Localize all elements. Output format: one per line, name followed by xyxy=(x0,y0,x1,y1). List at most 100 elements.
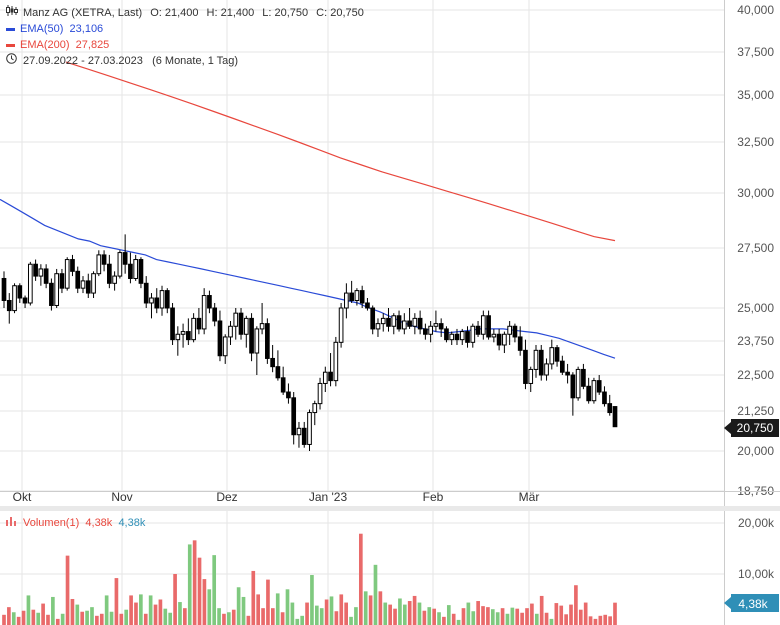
volume-bar xyxy=(393,608,397,625)
candle xyxy=(275,350,281,381)
candle xyxy=(423,323,428,340)
candle-body-down xyxy=(196,317,202,330)
volume-bar xyxy=(530,603,534,625)
candle xyxy=(470,323,476,348)
candle-body-down xyxy=(275,366,281,379)
volume-bar xyxy=(158,599,163,625)
volume-bar xyxy=(608,616,612,625)
candle xyxy=(375,318,381,337)
volume-bar xyxy=(266,579,270,625)
candle xyxy=(428,320,433,343)
open-value: 21,400 xyxy=(164,7,199,19)
ema200-line xyxy=(65,61,616,242)
candle xyxy=(570,372,576,416)
candle-body-up xyxy=(480,315,486,335)
time-tick-label: Jan '23 xyxy=(309,490,348,504)
candle xyxy=(591,377,597,404)
candle-body-down xyxy=(417,317,423,330)
candle-body-down xyxy=(59,273,65,289)
candle xyxy=(143,276,149,308)
candlestick-series xyxy=(1,234,618,451)
candle-body-down xyxy=(512,325,518,338)
volume-bars-icon xyxy=(6,515,18,531)
legend-ema200-row[interactable]: EMA(200) 27,825 xyxy=(6,37,364,53)
ema50-swatch xyxy=(6,27,15,31)
volume-bar xyxy=(363,591,368,625)
legend-range-row[interactable]: 27.09.2022 - 27.03.2023 (6 Monate, 1 Tag… xyxy=(6,53,364,69)
volume-bar xyxy=(95,615,99,625)
volume-bar xyxy=(534,613,539,625)
candle-body-up xyxy=(112,275,117,284)
instrument-title: Manz AG (XETRA, Last) xyxy=(23,7,143,19)
ema50-line xyxy=(0,198,616,359)
candle xyxy=(17,283,23,303)
pane-divider[interactable] xyxy=(0,506,780,511)
candle xyxy=(454,328,460,345)
candle-body-down xyxy=(49,282,54,306)
candle-body-up xyxy=(354,290,360,301)
candle-body-down xyxy=(586,385,592,402)
candle-body-down xyxy=(186,331,191,341)
volume-bar xyxy=(539,595,544,625)
candle-body-down xyxy=(170,307,175,341)
candle xyxy=(512,323,518,343)
volume-bar xyxy=(163,608,168,625)
volume-bar xyxy=(124,609,129,625)
candle-body-up xyxy=(191,317,196,341)
volume-bar xyxy=(373,564,378,625)
volume-bar xyxy=(437,612,441,625)
time-tick-label: Nov xyxy=(111,490,132,504)
volume-bar xyxy=(334,611,339,625)
candle-body-down xyxy=(554,347,560,362)
candle-body-up xyxy=(449,333,455,341)
candle-body-up xyxy=(159,290,165,309)
candle-body-down xyxy=(85,280,91,294)
candle xyxy=(228,320,233,345)
candle xyxy=(581,363,586,390)
candle-body-down xyxy=(75,270,81,289)
candle xyxy=(307,409,312,451)
candle-body-up xyxy=(433,323,439,327)
candle-body-down xyxy=(17,285,23,299)
volume-bar xyxy=(505,613,510,625)
last-price-tag-arrow xyxy=(724,422,731,434)
candle xyxy=(296,421,302,448)
volume-bar xyxy=(349,616,353,625)
volume-bar xyxy=(173,574,177,625)
candle-body-up xyxy=(222,336,228,357)
volume-bar xyxy=(2,614,6,625)
candle xyxy=(396,310,402,332)
value-tags: 20,750 4,38k xyxy=(724,419,779,612)
candle xyxy=(249,313,254,362)
candle-body-up xyxy=(243,317,249,335)
candle xyxy=(154,288,160,314)
volume-bar xyxy=(305,602,309,625)
candle xyxy=(243,315,249,348)
last-volume-tag-bg xyxy=(731,594,779,612)
candle xyxy=(38,264,44,286)
grid-lines xyxy=(0,0,724,625)
candle-body-up xyxy=(64,259,70,289)
candle xyxy=(164,288,170,314)
candle-body-down xyxy=(396,315,402,330)
volume-bar xyxy=(129,595,133,625)
last-volume-tag: 4,38k xyxy=(738,597,768,611)
ema200-swatch xyxy=(6,43,15,47)
volume-bar xyxy=(231,609,236,625)
volume-bar xyxy=(417,602,422,625)
candle-body-down xyxy=(538,349,544,376)
volume-bar xyxy=(168,612,173,625)
candle-body-up xyxy=(117,252,123,277)
volume-bar xyxy=(285,589,290,625)
candle xyxy=(486,310,491,340)
candle-body-up xyxy=(91,273,96,294)
candle-body-down xyxy=(249,317,254,354)
volume-bar xyxy=(319,608,324,625)
price-tick-label: 22,500 xyxy=(737,368,774,382)
time-tick-label: Okt xyxy=(13,490,32,504)
candle-body-down xyxy=(465,331,470,343)
candle xyxy=(259,302,265,335)
legend-ema50-row[interactable]: EMA(50) 23,106 xyxy=(6,21,364,37)
candle xyxy=(254,326,260,375)
